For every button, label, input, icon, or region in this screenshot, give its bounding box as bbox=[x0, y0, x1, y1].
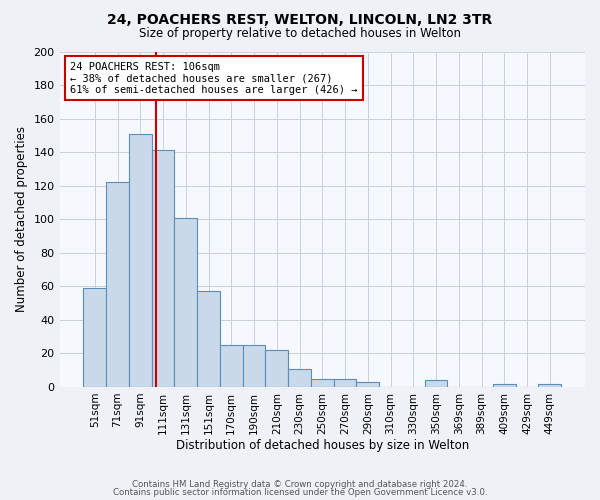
Bar bbox=[356, 382, 379, 387]
Text: Contains public sector information licensed under the Open Government Licence v3: Contains public sector information licen… bbox=[113, 488, 487, 497]
Bar bbox=[288, 368, 311, 387]
Text: 24, POACHERS REST, WELTON, LINCOLN, LN2 3TR: 24, POACHERS REST, WELTON, LINCOLN, LN2 … bbox=[107, 12, 493, 26]
Bar bbox=[152, 150, 175, 387]
Text: Contains HM Land Registry data © Crown copyright and database right 2024.: Contains HM Land Registry data © Crown c… bbox=[132, 480, 468, 489]
Bar bbox=[493, 384, 515, 387]
Bar bbox=[265, 350, 288, 387]
Bar bbox=[334, 378, 356, 387]
Bar bbox=[220, 345, 242, 387]
Bar bbox=[83, 288, 106, 387]
Bar bbox=[425, 380, 448, 387]
Text: Size of property relative to detached houses in Welton: Size of property relative to detached ho… bbox=[139, 28, 461, 40]
Bar bbox=[129, 134, 152, 387]
Y-axis label: Number of detached properties: Number of detached properties bbox=[15, 126, 28, 312]
Text: 24 POACHERS REST: 106sqm
← 38% of detached houses are smaller (267)
61% of semi-: 24 POACHERS REST: 106sqm ← 38% of detach… bbox=[70, 62, 358, 95]
Bar bbox=[538, 384, 561, 387]
X-axis label: Distribution of detached houses by size in Welton: Distribution of detached houses by size … bbox=[176, 440, 469, 452]
Bar bbox=[311, 378, 334, 387]
Bar bbox=[106, 182, 129, 387]
Bar bbox=[175, 218, 197, 387]
Bar bbox=[197, 292, 220, 387]
Bar bbox=[242, 345, 265, 387]
